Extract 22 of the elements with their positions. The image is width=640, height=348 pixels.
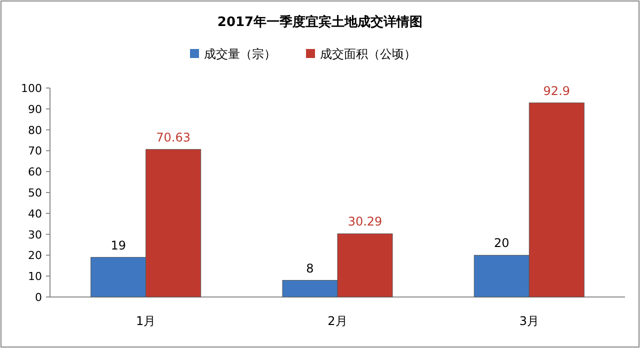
y-tick-label: 80 xyxy=(28,124,42,137)
data-label: 19 xyxy=(110,238,126,252)
y-tick-label: 60 xyxy=(28,166,42,179)
y-tick-label: 40 xyxy=(28,207,42,220)
data-label: 70.63 xyxy=(156,130,191,144)
data-label: 30.29 xyxy=(348,214,382,229)
data-label: 92.9 xyxy=(543,84,570,98)
y-tick-label: 90 xyxy=(28,102,42,116)
y-tick-label: 100 xyxy=(21,82,42,95)
y-tick-label: 70 xyxy=(28,144,42,158)
y-tick-label: 50 xyxy=(28,186,42,200)
y-tick-label: 10 xyxy=(28,270,42,284)
legend-label: 成交量（宗） xyxy=(204,47,276,61)
x-tick-label: 2月 xyxy=(328,314,348,328)
x-tick-label: 3月 xyxy=(519,314,539,328)
y-tick-label: 20 xyxy=(28,249,42,262)
x-tick-label: 1月 xyxy=(136,314,156,328)
y-tick-label: 0 xyxy=(35,291,42,304)
y-tick-label: 30 xyxy=(28,228,42,242)
data-label: 8 xyxy=(306,261,314,276)
chart-title: 2017年一季度宜宾土地成交详情图 xyxy=(217,14,423,30)
data-label: 20 xyxy=(494,236,510,250)
